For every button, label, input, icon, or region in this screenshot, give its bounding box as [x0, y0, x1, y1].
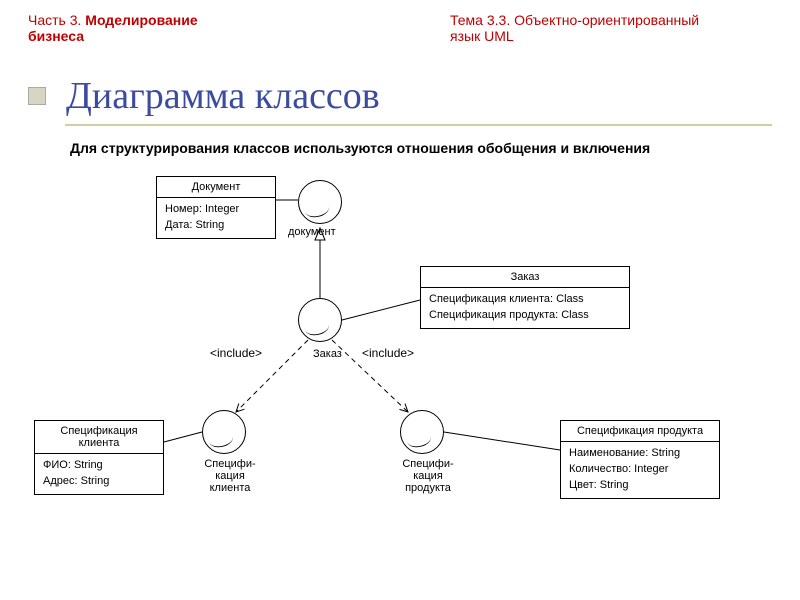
class-client-spec: Спецификация клиента ФИО: String Адрес: …	[34, 420, 164, 495]
header-right: Тема 3.3. Объектно-ориентированный язык …	[350, 12, 772, 44]
usecase-cspec-icon	[202, 410, 246, 454]
class-document-body: Номер: Integer Дата: String	[157, 198, 275, 238]
class-document: Документ Номер: Integer Дата: String	[156, 176, 276, 239]
class-order-body: Спецификация клиента: Class Спецификация…	[421, 288, 629, 328]
header-left: Часть 3. Моделирование бизнеса	[28, 12, 350, 44]
usecase-document-icon	[298, 180, 342, 224]
usecase-document-label: документ	[288, 226, 336, 238]
class-attr: Дата: String	[165, 218, 267, 234]
class-attr: Спецификация клиента: Class	[429, 292, 621, 308]
class-document-title: Документ	[157, 177, 275, 198]
class-attr: Количество: Integer	[569, 462, 711, 478]
class-attr: ФИО: String	[43, 458, 155, 474]
class-product-spec-body: Наименование: String Количество: Integer…	[561, 442, 719, 498]
class-attr: Спецификация продукта: Class	[429, 308, 621, 324]
class-attr: Номер: Integer	[165, 202, 267, 218]
class-product-spec-title: Спецификация продукта	[561, 421, 719, 442]
header-left-prefix: Часть 3.	[28, 12, 85, 28]
class-attr: Наименование: String	[569, 446, 711, 462]
title-rule	[65, 124, 772, 126]
usecase-pspec-text: Специфи- кация продукта	[402, 458, 453, 494]
header-left-bold1: Моделирование	[85, 12, 197, 28]
usecase-pspec-label: Специфи- кация продукта	[388, 458, 468, 494]
include-label-right: <include>	[362, 346, 414, 360]
usecase-pspec-icon	[400, 410, 444, 454]
class-product-spec: Спецификация продукта Наименование: Stri…	[560, 420, 720, 499]
class-client-spec-title: Спецификация клиента	[35, 421, 163, 454]
page-title: Диаграмма классов	[66, 74, 380, 118]
include-label-left: <include>	[210, 346, 262, 360]
usecase-cspec-label: Специфи- кация клиента	[190, 458, 270, 494]
class-client-spec-body: ФИО: String Адрес: String	[35, 454, 163, 494]
class-attr: Цвет: String	[569, 478, 711, 494]
class-attr: Адрес: String	[43, 474, 155, 490]
uml-diagram: Документ Номер: Integer Дата: String Зак…	[30, 170, 770, 550]
class-order-title: Заказ	[421, 267, 629, 288]
title-bullet-icon	[28, 87, 46, 105]
title-row: Диаграмма классов	[28, 74, 800, 118]
header-left-bold2: бизнеса	[28, 28, 84, 44]
usecase-cspec-text: Специфи- кация клиента	[204, 458, 255, 494]
subtitle: Для структурирования классов используютс…	[70, 140, 800, 156]
slide-header: Часть 3. Моделирование бизнеса Тема 3.3.…	[0, 0, 800, 44]
usecase-order-label: Заказ	[313, 348, 342, 360]
header-right-line1: Тема 3.3. Объектно-ориентированный	[450, 12, 699, 28]
class-order: Заказ Спецификация клиента: Class Специф…	[420, 266, 630, 329]
usecase-order-icon	[298, 298, 342, 342]
header-right-line2: язык UML	[450, 28, 514, 44]
